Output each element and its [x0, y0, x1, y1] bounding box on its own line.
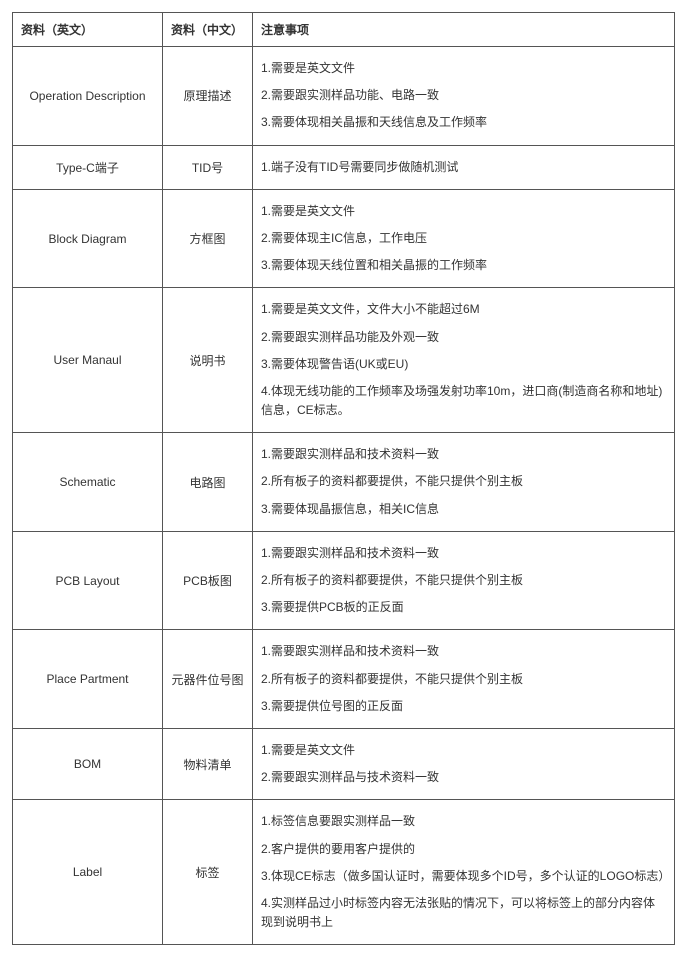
note-item: 1.需要是英文文件 — [261, 198, 666, 225]
cell-notes: 1.需要是英文文件，文件大小不能超过6M2.需要跟实测样品功能及外观一致3.需要… — [253, 288, 675, 433]
notes-list: 1.标签信息要跟实测样品一致2.客户提供的要用客户提供的3.体现CE标志（做多国… — [261, 808, 666, 936]
notes-list: 1.需要是英文文件2.需要体现主IC信息，工作电压3.需要体现天线位置和相关晶振… — [261, 198, 666, 280]
note-item: 4.体现无线功能的工作频率及场强发射功率10m，进口商(制造商名称和地址)信息，… — [261, 378, 666, 424]
cell-cn: TID号 — [163, 145, 253, 189]
cell-cn: 元器件位号图 — [163, 630, 253, 729]
cell-cn: 电路图 — [163, 433, 253, 532]
notes-list: 1.需要是英文文件，文件大小不能超过6M2.需要跟实测样品功能及外观一致3.需要… — [261, 296, 666, 424]
note-item: 3.需要提供位号图的正反面 — [261, 693, 666, 720]
table-row: BOM物料清单1.需要是英文文件2.需要跟实测样品与技术资料一致 — [13, 728, 675, 799]
note-item: 1.需要是英文文件，文件大小不能超过6M — [261, 296, 666, 323]
notes-list: 1.需要是英文文件2.需要跟实测样品功能、电路一致3.需要体现相关晶振和天线信息… — [261, 55, 666, 137]
note-item: 2.需要跟实测样品功能、电路一致 — [261, 82, 666, 109]
table-row: Type-C端子TID号 1.端子没有TID号需要同步做随机测试 — [13, 145, 675, 189]
note-item: 2.需要跟实测样品功能及外观一致 — [261, 324, 666, 351]
cell-en: Operation Description — [13, 47, 163, 146]
note-item: 2.所有板子的资料都要提供，不能只提供个别主板 — [261, 567, 666, 594]
cell-notes: 1.标签信息要跟实测样品一致2.客户提供的要用客户提供的3.体现CE标志（做多国… — [253, 800, 675, 945]
notes-list: 1.需要是英文文件2.需要跟实测样品与技术资料一致 — [261, 737, 666, 791]
cell-cn: 说明书 — [163, 288, 253, 433]
cell-notes: 1.需要是英文文件2.需要跟实测样品与技术资料一致 — [253, 728, 675, 799]
table-row: Label标签1.标签信息要跟实测样品一致2.客户提供的要用客户提供的3.体现C… — [13, 800, 675, 945]
header-en: 资料（英文） — [13, 13, 163, 47]
cell-en: Type-C端子 — [13, 145, 163, 189]
note-item: 1.需要是英文文件 — [261, 737, 666, 764]
note-item: 1.需要跟实测样品和技术资料一致 — [261, 540, 666, 567]
note-item: 3.需要体现天线位置和相关晶振的工作频率 — [261, 252, 666, 279]
header-cn: 资料（中文） — [163, 13, 253, 47]
note-item: 1.需要跟实测样品和技术资料一致 — [261, 638, 666, 665]
cell-cn: 标签 — [163, 800, 253, 945]
cell-en: PCB Layout — [13, 531, 163, 630]
note-item: 3.体现CE标志（做多国认证时，需要体现多个ID号，多个认证的LOGO标志） — [261, 863, 666, 890]
note-item: 3.需要体现警告语(UK或EU) — [261, 351, 666, 378]
notes-list: 1.端子没有TID号需要同步做随机测试 — [261, 154, 666, 181]
cell-cn: 方框图 — [163, 189, 253, 288]
cell-notes: 1.需要是英文文件2.需要体现主IC信息，工作电压3.需要体现天线位置和相关晶振… — [253, 189, 675, 288]
table-row: PCB LayoutPCB板图1.需要跟实测样品和技术资料一致2.所有板子的资料… — [13, 531, 675, 630]
cell-en: Block Diagram — [13, 189, 163, 288]
table-row: Schematic电路图1.需要跟实测样品和技术资料一致2.所有板子的资料都要提… — [13, 433, 675, 532]
cell-notes: 1.需要跟实测样品和技术资料一致2.所有板子的资料都要提供，不能只提供个别主板3… — [253, 630, 675, 729]
table-header: 资料（英文） 资料（中文） 注意事项 — [13, 13, 675, 47]
note-item: 2.需要跟实测样品与技术资料一致 — [261, 764, 666, 791]
note-item: 3.需要提供PCB板的正反面 — [261, 594, 666, 621]
note-item: 2.所有板子的资料都要提供，不能只提供个别主板 — [261, 468, 666, 495]
note-item: 4.实测样品过小时标签内容无法张贴的情况下，可以将标签上的部分内容体现到说明书上 — [261, 890, 666, 936]
note-item: 2.所有板子的资料都要提供，不能只提供个别主板 — [261, 666, 666, 693]
note-item: 1.需要是英文文件 — [261, 55, 666, 82]
cell-en: Schematic — [13, 433, 163, 532]
notes-list: 1.需要跟实测样品和技术资料一致2.所有板子的资料都要提供，不能只提供个别主板3… — [261, 441, 666, 523]
cell-notes: 1.需要跟实测样品和技术资料一致2.所有板子的资料都要提供，不能只提供个别主板3… — [253, 531, 675, 630]
table-body: Operation Description原理描述1.需要是英文文件2.需要跟实… — [13, 47, 675, 945]
note-item: 2.需要体现主IC信息，工作电压 — [261, 225, 666, 252]
note-item: 1.需要跟实测样品和技术资料一致 — [261, 441, 666, 468]
cell-en: BOM — [13, 728, 163, 799]
note-item: 3.需要体现相关晶振和天线信息及工作频率 — [261, 109, 666, 136]
cell-en: Place Partment — [13, 630, 163, 729]
note-item: 2.客户提供的要用客户提供的 — [261, 836, 666, 863]
note-item: 1.标签信息要跟实测样品一致 — [261, 808, 666, 835]
cell-en: Label — [13, 800, 163, 945]
table-row: Place Partment元器件位号图1.需要跟实测样品和技术资料一致2.所有… — [13, 630, 675, 729]
table-row: Block Diagram方框图1.需要是英文文件2.需要体现主IC信息，工作电… — [13, 189, 675, 288]
cell-notes: 1.端子没有TID号需要同步做随机测试 — [253, 145, 675, 189]
document-table: 资料（英文） 资料（中文） 注意事项 Operation Description… — [12, 12, 675, 945]
note-item: 1.端子没有TID号需要同步做随机测试 — [261, 154, 666, 181]
note-item: 3.需要体现晶振信息，相关IC信息 — [261, 496, 666, 523]
notes-list: 1.需要跟实测样品和技术资料一致2.所有板子的资料都要提供，不能只提供个别主板3… — [261, 638, 666, 720]
table-row: User Manaul说明书1.需要是英文文件，文件大小不能超过6M2.需要跟实… — [13, 288, 675, 433]
notes-list: 1.需要跟实测样品和技术资料一致2.所有板子的资料都要提供，不能只提供个别主板3… — [261, 540, 666, 622]
cell-en: User Manaul — [13, 288, 163, 433]
cell-cn: 原理描述 — [163, 47, 253, 146]
header-notes: 注意事项 — [253, 13, 675, 47]
cell-notes: 1.需要跟实测样品和技术资料一致2.所有板子的资料都要提供，不能只提供个别主板3… — [253, 433, 675, 532]
table-row: Operation Description原理描述1.需要是英文文件2.需要跟实… — [13, 47, 675, 146]
cell-notes: 1.需要是英文文件2.需要跟实测样品功能、电路一致3.需要体现相关晶振和天线信息… — [253, 47, 675, 146]
cell-cn: 物料清单 — [163, 728, 253, 799]
cell-cn: PCB板图 — [163, 531, 253, 630]
